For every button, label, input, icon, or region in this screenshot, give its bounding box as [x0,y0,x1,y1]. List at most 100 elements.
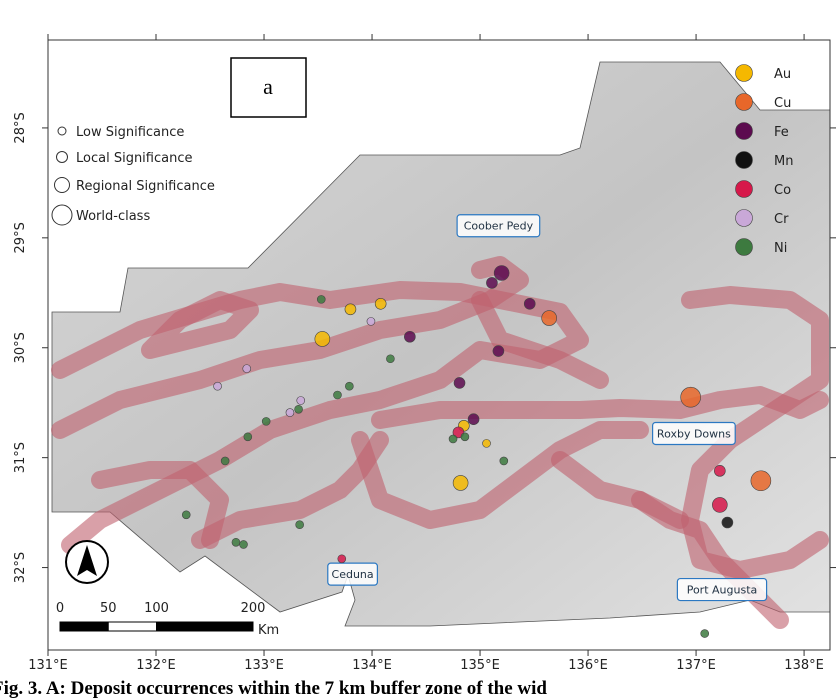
significance-symbol [51,204,73,226]
lon-label: 133°E [244,658,284,673]
place: Roxby Downs [652,421,736,446]
significance-label: Regional Significance [76,179,215,194]
scale-segment [107,621,157,632]
mineral-symbol [735,122,753,140]
scale-unit: Km [258,623,279,638]
deposit [680,386,701,408]
deposit [345,381,354,391]
place-box [327,562,378,586]
significance-symbol [57,126,67,136]
deposit [242,364,252,373]
scale-label: 200 [241,601,266,616]
mineral-label: Co [774,183,791,198]
lon-label: 131°E [28,658,68,673]
deposit [750,470,772,492]
deposit [452,475,469,491]
significance-label: Local Significance [76,151,192,166]
mineral-label: Fe [774,125,789,140]
scale-segment [156,621,254,632]
mineral-symbol [735,180,753,198]
deposit [294,404,303,414]
mineral-symbol [735,64,753,82]
deposit [482,439,491,448]
mineral-symbol [735,93,753,111]
place-box [676,577,768,602]
scale-segment [59,621,109,632]
mineral-label: Ni [774,241,787,256]
lon-label: 138°E [784,658,824,673]
deposit [386,354,395,364]
deposit [523,297,536,310]
lat-label: 31°S [13,442,28,473]
significance-symbol [56,151,68,163]
deposit [333,390,342,400]
mineral-label: Au [774,67,791,82]
deposit [404,330,416,343]
place: Ceduna [327,562,378,586]
deposit [448,434,458,444]
place-label: Roxby Downs [657,427,731,440]
deposit [231,537,241,547]
place-box [652,421,736,446]
deposit [285,408,295,417]
lat-label: 30°S [13,332,28,363]
place-label: Coober Pedy [464,220,534,233]
mineral-label: Mn [774,154,793,169]
panel-box [230,57,307,118]
lat-label: 32°S [13,552,28,583]
mineral-symbol [735,151,753,169]
deposit [243,432,253,442]
deposit [453,377,466,389]
place: Port Augusta [676,577,768,602]
deposit [712,497,728,513]
scale-label: 0 [56,601,64,616]
scale-label: 50 [100,601,117,616]
deposit [296,396,306,405]
deposit [295,520,304,530]
mineral-symbol [735,209,753,227]
mineral-label: Cu [774,96,791,111]
deposit [493,265,510,281]
deposit [261,417,271,426]
significance-label: Low Significance [76,125,184,140]
deposit [316,295,326,304]
lat-label: 28°S [13,112,28,143]
deposit [467,413,480,425]
place-label: Port Augusta [687,584,758,597]
deposit [239,540,248,549]
place-box [456,214,541,238]
significance-label: World-class [76,209,150,224]
deposit [714,465,726,477]
deposit [486,277,498,289]
lon-label: 135°E [460,658,500,673]
deposit [721,516,734,529]
deposit [541,310,557,326]
buffer-zones [51,256,829,629]
deposit [499,456,509,466]
deposit [374,297,387,310]
deposit [213,381,222,391]
significance-symbol [54,177,70,193]
deposit [181,510,191,520]
deposit [492,345,505,357]
lon-label: 132°E [136,658,176,673]
mineral-symbol [735,238,753,256]
deposit [337,554,347,564]
lon-label: 136°E [568,658,608,673]
deposit [314,331,331,347]
deposit [700,629,710,638]
lon-label: 137°E [676,658,716,673]
lon-label: 134°E [352,658,392,673]
deposit [220,456,230,466]
north-arrow [65,540,109,584]
map-frame [47,39,831,651]
deposit [460,432,470,442]
deposit [344,303,357,316]
panel-label: a [263,74,273,99]
mineral-label: Cr [774,212,789,227]
place: Coober Pedy [456,214,541,238]
place-label: Ceduna [332,568,374,581]
panel-label-box: a [230,57,307,118]
scale-label: 100 [144,601,169,616]
